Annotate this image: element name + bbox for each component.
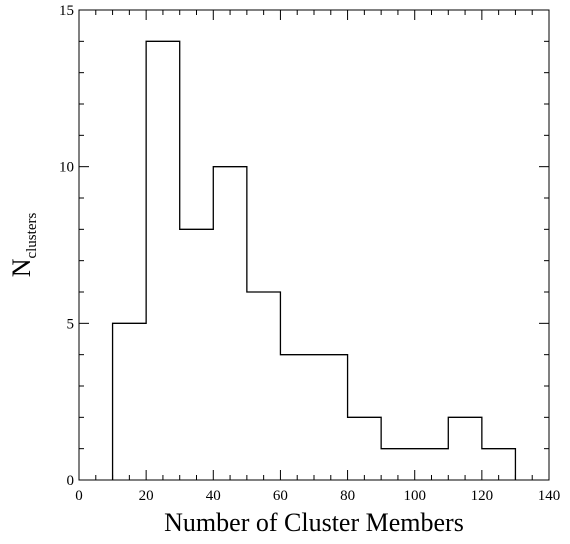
x-tick-label: 0 [75,488,83,504]
y-tick-label: 10 [59,160,74,176]
x-tick-label: 80 [340,488,355,504]
y-tick-labels: 0 5 10 15 [59,3,74,489]
axis-ticks [78,9,550,481]
plot-frame [78,9,550,481]
x-tick-label: 120 [471,488,494,504]
x-tick-label: 20 [139,488,154,504]
x-tick-label: 40 [206,488,221,504]
x-tick-label: 60 [273,488,288,504]
x-axis-title: Number of Cluster Members [164,508,464,537]
x-tick-labels: 0 20 40 60 80 100 120 140 [75,488,560,504]
y-axis-title-sub: clusters [24,213,40,259]
x-tick-label: 140 [538,488,561,504]
y-axis-title-main: N [7,258,36,277]
y-tick-label: 15 [59,3,74,19]
y-tick-label: 5 [67,316,75,332]
histogram-outline [111,40,517,480]
y-tick-label: 0 [67,473,75,489]
x-tick-label: 100 [403,488,426,504]
y-axis-title: Nclusters [7,213,40,278]
